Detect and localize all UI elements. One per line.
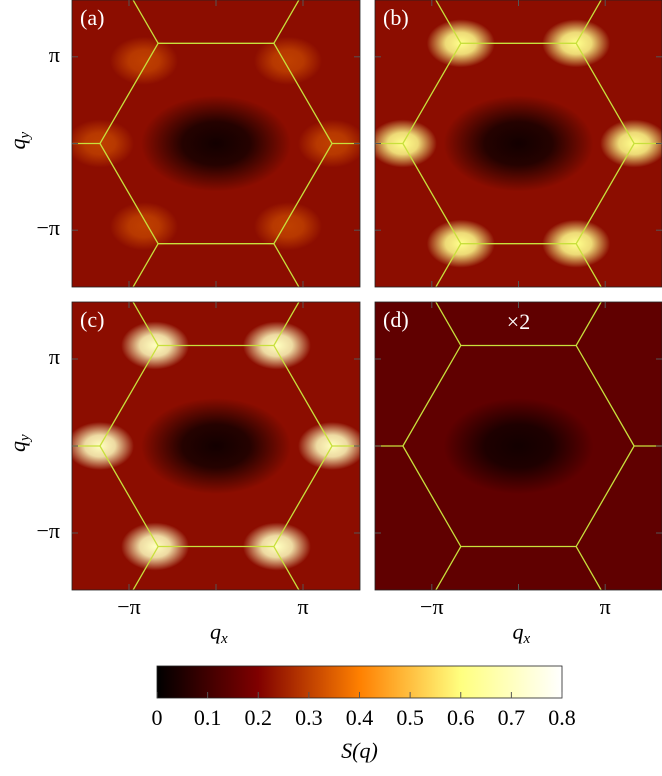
intensity-spot bbox=[443, 398, 594, 494]
zone-extension bbox=[575, 243, 602, 287]
zone-extension bbox=[273, 243, 300, 287]
colorbar-tick-label: 0.4 bbox=[346, 705, 374, 730]
y-tick-label: −π bbox=[36, 518, 60, 543]
zone-extension bbox=[132, 243, 159, 287]
x-tick-label: π bbox=[600, 594, 611, 619]
y-tick-label: π bbox=[49, 42, 60, 67]
zone-extension bbox=[273, 0, 300, 44]
panel-label: (d) bbox=[383, 307, 409, 332]
y-axis-label-main: q bbox=[5, 139, 30, 150]
x-axis-label: qx bbox=[513, 619, 531, 647]
intensity-spot bbox=[141, 398, 291, 494]
panel bbox=[72, 302, 360, 590]
colorbar-tick-label: 0.6 bbox=[447, 705, 475, 730]
panel-label: (b) bbox=[383, 5, 409, 30]
colorbar-tick-label: 0.8 bbox=[548, 705, 576, 730]
zone-extension bbox=[273, 302, 300, 346]
colorbar-tick-label: 0.3 bbox=[295, 705, 323, 730]
intensity-spot bbox=[121, 321, 190, 370]
x-axis-label-sub: x bbox=[523, 631, 531, 647]
colorbar-tick-label: 0.1 bbox=[194, 705, 222, 730]
x-axis-label-main: q bbox=[513, 619, 524, 644]
intensity-spot bbox=[298, 119, 360, 168]
zone-extension bbox=[575, 0, 602, 44]
zone-extension bbox=[132, 302, 159, 346]
intensity-spot bbox=[121, 522, 190, 571]
colorbar-tick-label: 0.5 bbox=[396, 705, 424, 730]
panel bbox=[375, 302, 662, 590]
x-tick-label: −π bbox=[117, 594, 141, 619]
x-tick-label: −π bbox=[420, 594, 444, 619]
intensity-spot bbox=[72, 422, 134, 470]
zone-extension bbox=[435, 546, 462, 590]
colorbar-tick-label: 0.7 bbox=[498, 705, 526, 730]
y-axis-label-main: q bbox=[5, 441, 30, 452]
panel-label: (a) bbox=[80, 5, 104, 30]
colorbar-tick-label: 0 bbox=[152, 705, 163, 730]
x-tick-label: π bbox=[297, 594, 308, 619]
intensity-spot bbox=[242, 522, 311, 571]
intensity-spot bbox=[110, 36, 178, 85]
y-axis-label-sub: y bbox=[17, 434, 33, 443]
intensity-spot bbox=[72, 119, 134, 168]
intensity-spot bbox=[375, 119, 437, 168]
panel bbox=[72, 0, 360, 287]
intensity-spot bbox=[443, 95, 594, 192]
intensity-spot bbox=[141, 95, 291, 192]
zone-extension bbox=[435, 302, 462, 346]
y-tick-label: −π bbox=[36, 215, 60, 240]
zone-extension bbox=[132, 0, 159, 44]
x-axis-label: qx bbox=[210, 619, 228, 647]
intensity-spot bbox=[110, 202, 178, 251]
intensity-spot bbox=[254, 202, 322, 251]
colorbar-tick-label: 0.2 bbox=[245, 705, 273, 730]
intensity-spot bbox=[298, 422, 360, 470]
y-axis-label: qy bbox=[5, 132, 33, 150]
intensity-spot bbox=[254, 36, 322, 85]
zone-extension bbox=[273, 546, 300, 590]
y-axis-label-sub: y bbox=[17, 132, 33, 141]
zone-extension bbox=[435, 243, 462, 287]
annotation: ×2 bbox=[507, 309, 530, 334]
intensity-spot bbox=[600, 119, 662, 168]
y-tick-label: π bbox=[49, 344, 60, 369]
y-axis-label: qy bbox=[5, 434, 33, 452]
x-axis-label-sub: x bbox=[220, 631, 228, 647]
colorbar-label: S(q) bbox=[341, 738, 378, 763]
zone-extension bbox=[435, 0, 462, 44]
zone-extension bbox=[132, 546, 159, 590]
panel-label: (c) bbox=[80, 307, 104, 332]
x-axis-label-main: q bbox=[210, 619, 221, 644]
intensity-spot bbox=[242, 321, 311, 370]
zone-extension bbox=[575, 302, 602, 346]
zone-extension bbox=[575, 546, 602, 590]
panel bbox=[375, 0, 662, 287]
